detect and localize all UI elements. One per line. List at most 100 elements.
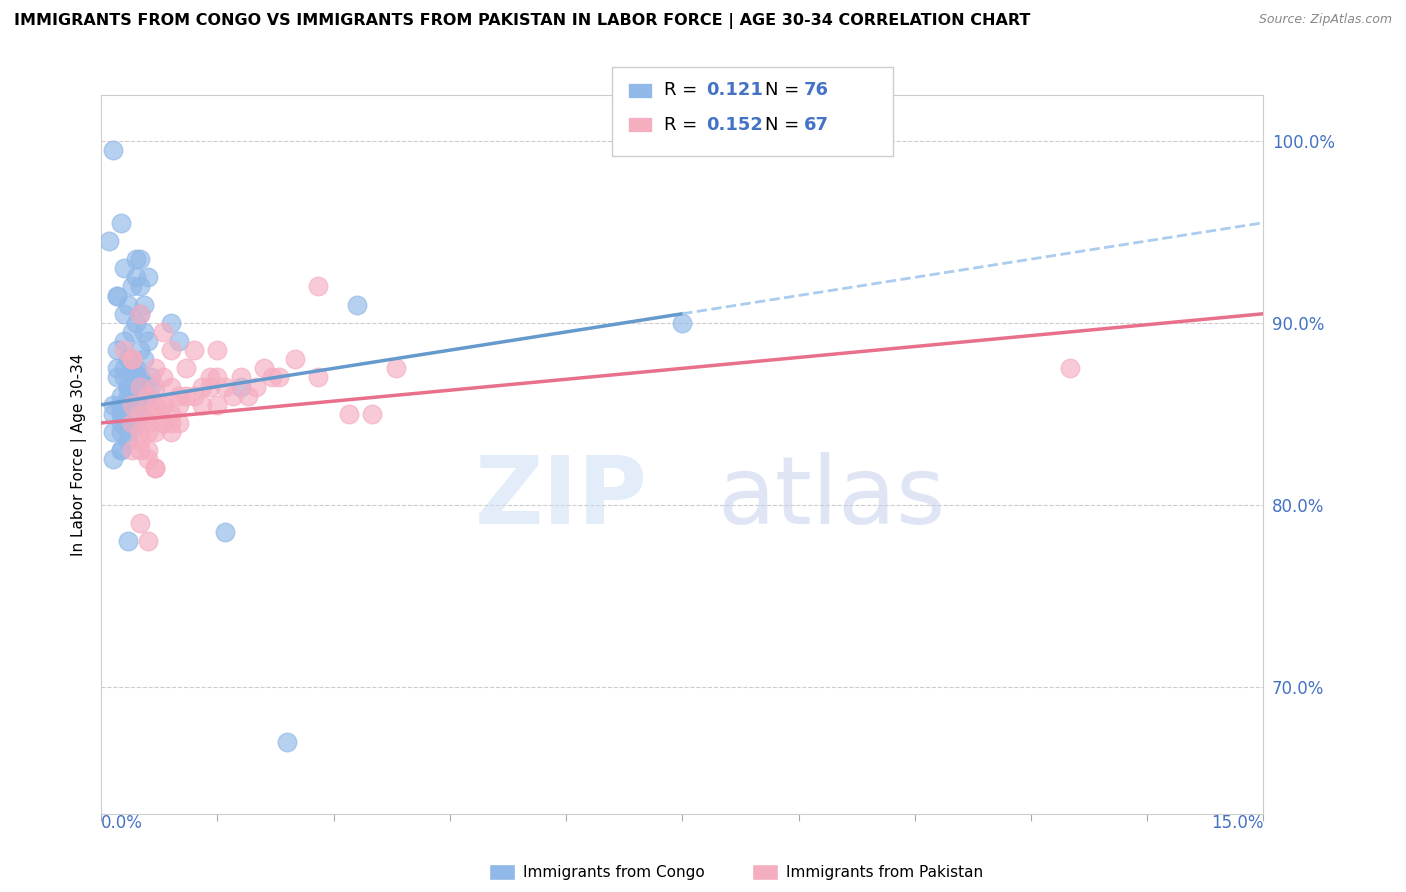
Point xyxy=(121,352,143,367)
Point xyxy=(238,389,260,403)
Text: 0.121: 0.121 xyxy=(706,81,762,99)
Point xyxy=(110,443,132,458)
Text: atlas: atlas xyxy=(717,452,945,544)
Point xyxy=(160,416,183,430)
Point xyxy=(132,389,155,403)
Point xyxy=(160,379,183,393)
Text: Immigrants from Congo: Immigrants from Congo xyxy=(523,865,704,880)
Point xyxy=(125,416,148,430)
Point xyxy=(191,379,214,393)
Point xyxy=(128,389,150,403)
Point xyxy=(128,379,150,393)
Text: N =: N = xyxy=(765,81,799,99)
Point xyxy=(136,425,159,439)
Point xyxy=(136,334,159,348)
Point xyxy=(222,389,245,403)
Text: N =: N = xyxy=(765,116,799,134)
Point xyxy=(152,416,174,430)
Point xyxy=(128,398,150,412)
Point xyxy=(152,416,174,430)
Point xyxy=(260,370,283,384)
Point xyxy=(671,316,693,330)
Point xyxy=(152,370,174,384)
Point xyxy=(307,370,329,384)
Point xyxy=(117,534,139,549)
Point xyxy=(128,407,150,421)
Point xyxy=(110,216,132,230)
Point xyxy=(214,525,236,540)
Point xyxy=(128,307,150,321)
Point xyxy=(207,370,229,384)
Point xyxy=(183,343,205,358)
Point xyxy=(176,389,198,403)
Point xyxy=(167,398,190,412)
Text: 67: 67 xyxy=(804,116,830,134)
Point xyxy=(128,379,150,393)
Point xyxy=(167,389,190,403)
Point xyxy=(145,425,167,439)
Point xyxy=(105,288,128,302)
Point xyxy=(117,389,139,403)
Text: 0.0%: 0.0% xyxy=(101,814,143,832)
Point xyxy=(141,379,163,393)
Point xyxy=(121,352,143,367)
Point xyxy=(110,389,132,403)
Point xyxy=(128,379,150,393)
Point xyxy=(214,379,236,393)
Point xyxy=(183,389,205,403)
Text: 15.0%: 15.0% xyxy=(1211,814,1264,832)
Text: R =: R = xyxy=(664,116,697,134)
Point xyxy=(337,407,360,421)
Point xyxy=(145,461,167,475)
Point xyxy=(121,443,143,458)
Point xyxy=(128,343,150,358)
Point xyxy=(125,389,148,403)
Point xyxy=(136,270,159,285)
Point xyxy=(101,143,124,157)
Point xyxy=(229,370,252,384)
Point xyxy=(125,252,148,267)
Point xyxy=(253,361,276,376)
Point xyxy=(145,379,167,393)
Point xyxy=(117,434,139,449)
Point xyxy=(128,307,150,321)
Text: 0.152: 0.152 xyxy=(706,116,762,134)
Point xyxy=(117,379,139,393)
Point xyxy=(346,298,368,312)
Point xyxy=(160,316,183,330)
Point xyxy=(110,407,132,421)
Point xyxy=(121,416,143,430)
Point xyxy=(245,379,267,393)
Point xyxy=(141,370,163,384)
Text: R =: R = xyxy=(664,81,697,99)
Point xyxy=(167,334,190,348)
Text: Source: ZipAtlas.com: Source: ZipAtlas.com xyxy=(1258,13,1392,27)
Point xyxy=(128,370,150,384)
Point xyxy=(121,325,143,339)
Point xyxy=(132,325,155,339)
Point xyxy=(117,379,139,393)
Point xyxy=(136,534,159,549)
Point xyxy=(105,361,128,376)
Text: ZIP: ZIP xyxy=(475,452,647,544)
Point xyxy=(110,398,132,412)
Point xyxy=(121,416,143,430)
Point xyxy=(117,352,139,367)
Point xyxy=(176,361,198,376)
Point xyxy=(125,316,148,330)
Point xyxy=(101,398,124,412)
Point xyxy=(198,370,221,384)
Point xyxy=(128,279,150,293)
Point xyxy=(160,407,183,421)
Point xyxy=(112,307,135,321)
Point xyxy=(191,398,214,412)
Point xyxy=(145,461,167,475)
Point xyxy=(276,734,298,748)
Point xyxy=(128,407,150,421)
Point xyxy=(125,370,148,384)
Point xyxy=(110,407,132,421)
Point xyxy=(112,261,135,276)
Y-axis label: In Labor Force | Age 30-34: In Labor Force | Age 30-34 xyxy=(72,353,87,556)
Point xyxy=(269,370,291,384)
Point xyxy=(112,343,135,358)
